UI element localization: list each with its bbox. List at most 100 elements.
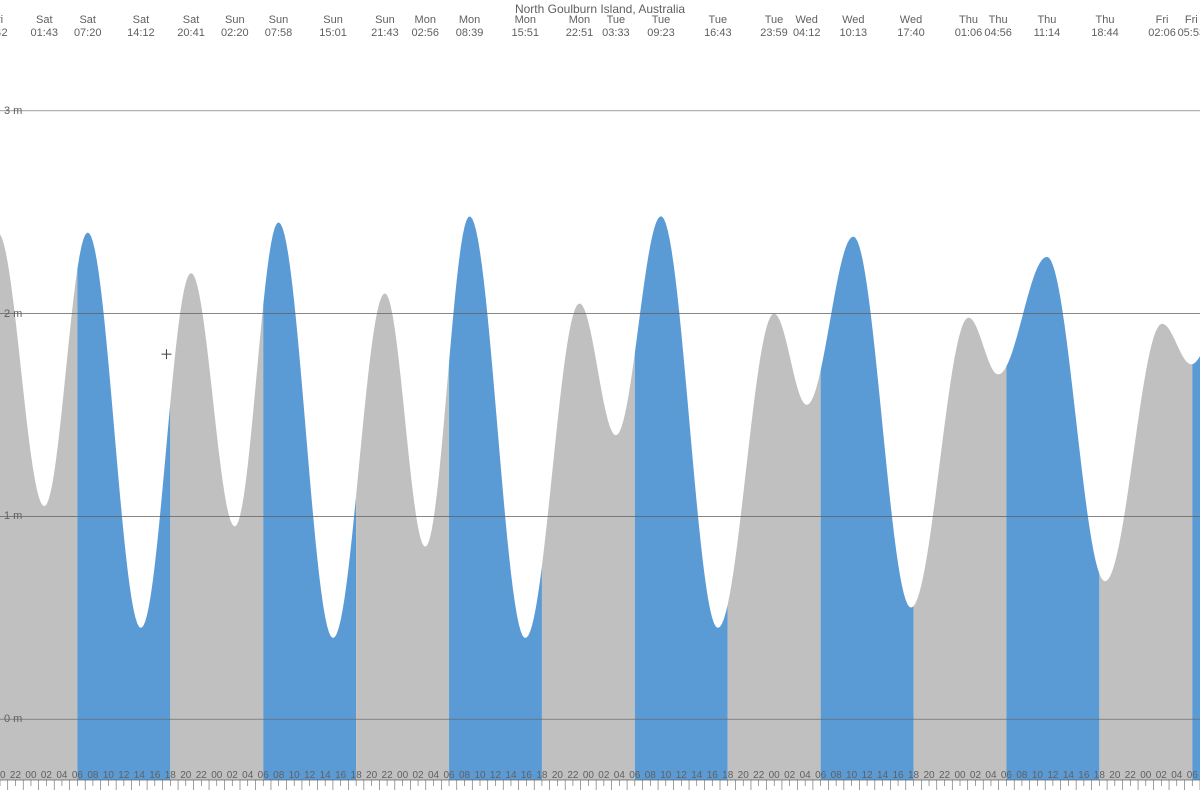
extreme-time: 18:44 [1091, 27, 1119, 40]
extreme-label: Fri05:53 [1178, 14, 1200, 40]
extreme-day: Sat [74, 14, 102, 27]
tide-segment [1192, 356, 1200, 780]
x-tick-label: 12 [676, 770, 688, 781]
x-tick-label: 02 [413, 770, 425, 781]
x-tick-label: 18 [536, 770, 548, 781]
extreme-time: 03:33 [602, 27, 630, 40]
extreme-time: 23:59 [760, 27, 788, 40]
extreme-time: :42 [0, 27, 8, 40]
extreme-day: Sun [371, 14, 399, 27]
extreme-label: Thu01:06 [955, 14, 983, 40]
x-tick-label: 14 [134, 770, 146, 781]
extreme-label: Wed17:40 [897, 14, 925, 40]
extreme-time: 04:12 [793, 27, 821, 40]
x-tick-label: 14 [877, 770, 889, 781]
x-tick-label: 08 [459, 770, 471, 781]
x-tick-label: 16 [707, 770, 719, 781]
extreme-label: Mon15:51 [512, 14, 540, 40]
chart-svg: 2022000204060810121416182022000204060810… [0, 0, 1200, 800]
extreme-time: 07:58 [265, 27, 293, 40]
extreme-day: Wed [897, 14, 925, 27]
x-tick-label: 02 [227, 770, 239, 781]
x-tick-label: 18 [1094, 770, 1106, 781]
x-tick-label: 14 [691, 770, 703, 781]
x-tick-label: 10 [846, 770, 858, 781]
x-tick-label: 20 [738, 770, 750, 781]
x-tick-label: 02 [598, 770, 610, 781]
extreme-day: Mon [512, 14, 540, 27]
x-tick-label: 06 [1001, 770, 1013, 781]
extreme-time: 22:51 [566, 27, 594, 40]
x-tick-label: 18 [722, 770, 734, 781]
extreme-day: Sun [319, 14, 347, 27]
y-axis-label: 3 m [4, 105, 22, 117]
x-tick-label: 16 [335, 770, 347, 781]
extreme-label: Thu04:56 [984, 14, 1012, 40]
extreme-day: Sat [177, 14, 205, 27]
extreme-day: Tue [704, 14, 732, 27]
x-tick-label: 08 [645, 770, 657, 781]
x-tick-label: 20 [0, 770, 6, 781]
x-tick-label: 16 [893, 770, 905, 781]
extreme-day: Sun [221, 14, 249, 27]
extreme-time: 08:39 [456, 27, 484, 40]
x-tick-label: 20 [366, 770, 378, 781]
extreme-time: 21:43 [371, 27, 399, 40]
extreme-time: 07:20 [74, 27, 102, 40]
x-tick-label: 12 [304, 770, 316, 781]
extreme-day: Thu [955, 14, 983, 27]
x-tick-label: 12 [862, 770, 874, 781]
x-tick-label: 16 [149, 770, 161, 781]
y-axis-label: 0 m [4, 713, 22, 725]
extreme-day: Tue [602, 14, 630, 27]
extreme-label: Mon02:56 [411, 14, 439, 40]
x-tick-label: 04 [614, 770, 626, 781]
x-tick-label: 22 [567, 770, 579, 781]
x-tick-label: 10 [474, 770, 486, 781]
x-tick-label: 04 [56, 770, 68, 781]
y-axis-label: 1 m [4, 510, 22, 522]
x-tick-label: 22 [1125, 770, 1137, 781]
x-tick-label: 08 [1016, 770, 1028, 781]
x-tick-label: 02 [784, 770, 796, 781]
extreme-time: 11:14 [1034, 27, 1061, 40]
extreme-label: Sun02:20 [221, 14, 249, 40]
x-tick-label: 10 [660, 770, 672, 781]
extreme-day: ri [0, 14, 8, 27]
extreme-time: 04:56 [984, 27, 1012, 40]
extreme-time: 15:51 [512, 27, 540, 40]
x-tick-label: 06 [258, 770, 270, 781]
x-tick-label: 02 [970, 770, 982, 781]
extreme-label: Tue09:23 [647, 14, 675, 40]
extreme-time: 17:40 [897, 27, 925, 40]
x-tick-label: 06 [72, 770, 84, 781]
extreme-day: Mon [566, 14, 594, 27]
x-tick-label: 18 [165, 770, 177, 781]
extreme-label: Fri02:06 [1148, 14, 1176, 40]
extreme-label: Wed04:12 [793, 14, 821, 40]
extreme-day: Mon [456, 14, 484, 27]
extreme-day: Tue [760, 14, 788, 27]
extreme-label: Tue03:33 [602, 14, 630, 40]
extreme-label: Wed10:13 [840, 14, 868, 40]
extreme-day: Thu [984, 14, 1012, 27]
extreme-day: Thu [1034, 14, 1061, 27]
extreme-time: 14:12 [127, 27, 155, 40]
extreme-label: Sun21:43 [371, 14, 399, 40]
x-tick-label: 12 [490, 770, 502, 781]
x-tick-label: 00 [211, 770, 223, 781]
extreme-time: 02:06 [1148, 27, 1176, 40]
extreme-time: 02:20 [221, 27, 249, 40]
x-tick-label: 06 [443, 770, 455, 781]
extreme-label: ri:42 [0, 14, 8, 40]
extreme-label: Sat20:41 [177, 14, 205, 40]
x-tick-label: 20 [552, 770, 564, 781]
x-tick-label: 04 [1171, 770, 1183, 781]
extreme-label: Thu11:14 [1034, 14, 1061, 40]
x-tick-label: 00 [397, 770, 409, 781]
x-tick-label: 02 [1156, 770, 1168, 781]
tide-chart: North Goulburn Island, Australia ri:42Sa… [0, 0, 1200, 800]
extreme-time: 02:56 [411, 27, 439, 40]
x-tick-label: 04 [242, 770, 254, 781]
extreme-time: 15:01 [319, 27, 347, 40]
